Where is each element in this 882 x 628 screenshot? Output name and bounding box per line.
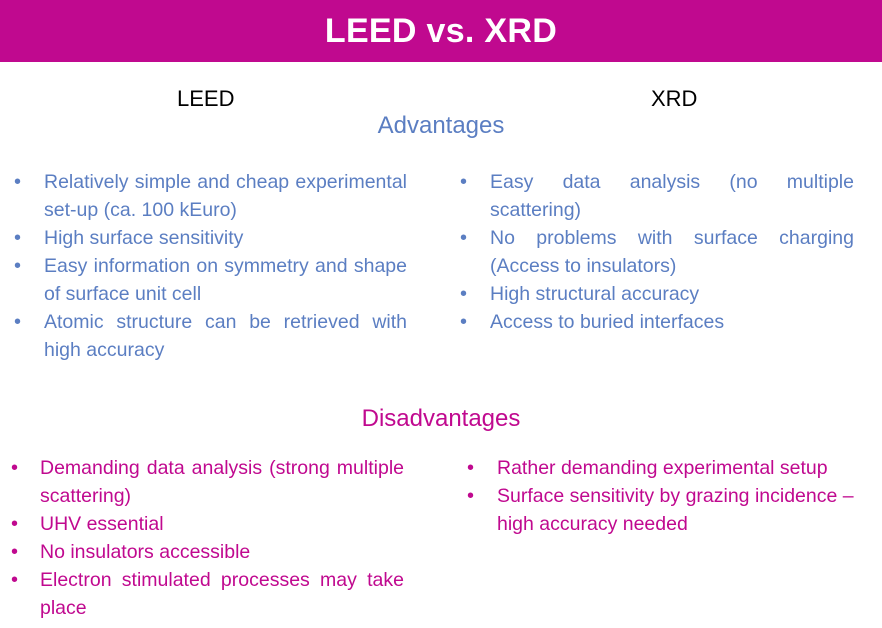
xrd-disadvantages-list: • Rather demanding experimental setup • Su… — [467, 454, 867, 538]
list-item: • No problems with surface charging (Acce… — [460, 227, 854, 277]
list-item: • UHV essential — [11, 513, 164, 535]
list-item: • Surface sensitivity by grazing incidenc… — [467, 485, 854, 535]
advantages-heading: Advantages — [377, 112, 505, 139]
list-item: • Demanding data analysis (strong multipl… — [11, 457, 404, 507]
list-item: • High structural accuracy — [460, 283, 700, 305]
list-item: • Atomic structure can be retrieved with … — [14, 311, 407, 361]
list-item: • Access to buried interfaces — [460, 311, 725, 333]
xrd-advantages-list: • Easy data analysis (no multiple scatter… — [460, 168, 854, 336]
leed-advantages-list: • Relatively simple and cheap experimenta… — [14, 168, 407, 364]
leed-disadvantages-list: • Demanding data analysis (strong multipl… — [11, 454, 404, 622]
list-item: • Electron stimulated processes may take … — [11, 569, 404, 619]
list-item: • No insulators accessible — [11, 541, 251, 563]
list-item: • Rather demanding experimental setup — [467, 457, 828, 479]
list-item: • Relatively simple and cheap experimenta… — [14, 171, 407, 221]
disadvantages-heading: Disadvantages — [361, 405, 521, 432]
slide-title: LEED vs. XRD — [324, 11, 558, 50]
list-item: • Easy information on symmetry and shape … — [14, 255, 407, 305]
title-bar: LEED vs. XRD — [0, 0, 882, 62]
list-item: • Easy data analysis (no multiple scatter… — [460, 171, 854, 221]
column-header-xrd: XRD — [651, 86, 698, 111]
list-item: • High surface sensitivity — [14, 227, 244, 249]
column-header-leed: LEED — [177, 86, 235, 111]
